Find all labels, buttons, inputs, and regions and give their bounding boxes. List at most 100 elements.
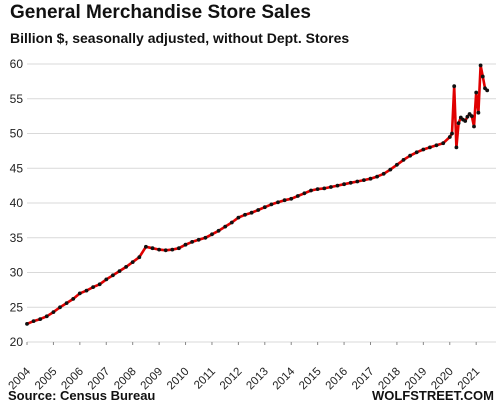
- data-point: [196, 237, 201, 242]
- data-point: [469, 114, 474, 118]
- data-point: [170, 247, 175, 252]
- y-axis: 20 25 30 35 40 45 50 55 60: [10, 57, 24, 349]
- data-point: [91, 285, 95, 289]
- data-point: [130, 260, 135, 264]
- data-point: [472, 124, 476, 129]
- brand-label: WOLFSTREET.COM: [371, 388, 494, 403]
- source-note: Source: Census Bureau: [8, 388, 156, 403]
- data-point: [210, 232, 214, 237]
- data-point: [295, 194, 300, 198]
- grid-lines: [27, 63, 496, 343]
- y-tick-label: 35: [10, 231, 24, 245]
- series-layer: [25, 63, 490, 326]
- data-point: [474, 90, 479, 95]
- y-tick-label: 55: [10, 92, 24, 106]
- data-point: [51, 310, 56, 314]
- data-point: [104, 277, 109, 282]
- x-tick-label: 2012: [218, 366, 245, 393]
- data-point: [190, 240, 195, 244]
- data-point: [111, 273, 115, 278]
- x-tick-label: 2015: [297, 366, 324, 393]
- data-point: [463, 119, 468, 123]
- data-point: [476, 110, 481, 115]
- x-axis: 2004 2005 2006 2007 2008 2009 2010 2011 2012 2013…: [7, 342, 482, 393]
- data-point: [342, 182, 346, 187]
- data-point: [478, 63, 483, 68]
- data-point: [450, 131, 454, 136]
- x-tick-label: 2014: [271, 365, 298, 392]
- data-point: [434, 143, 439, 148]
- data-point: [381, 171, 386, 176]
- x-tick-label: 2010: [165, 366, 192, 393]
- data-point: [309, 188, 313, 193]
- data-point: [368, 176, 373, 181]
- data-point: [456, 121, 461, 125]
- data-point: [229, 220, 234, 225]
- data-point: [203, 235, 208, 240]
- data-point: [124, 265, 128, 269]
- data-point: [408, 153, 412, 158]
- data-point: [38, 317, 43, 321]
- data-point: [428, 145, 432, 150]
- data-point: [465, 114, 470, 119]
- x-tick-label: 2013: [244, 366, 271, 393]
- data-point: [262, 205, 267, 210]
- data-point: [223, 224, 228, 229]
- data-point: [395, 162, 399, 167]
- data-point: [183, 242, 188, 247]
- data-point: [355, 179, 360, 184]
- data-point: [454, 145, 459, 150]
- data-point: [322, 186, 327, 191]
- data-point: [216, 228, 221, 233]
- data-point: [137, 255, 142, 260]
- series-line: [26, 64, 489, 326]
- chart-title: General Merchandise Store Sales: [10, 2, 311, 23]
- data-point: [315, 187, 320, 192]
- data-point: [452, 84, 457, 89]
- data-point: [480, 74, 485, 79]
- data-point: [144, 244, 148, 249]
- data-point: [157, 247, 162, 252]
- data-point: [421, 147, 426, 152]
- data-point: [249, 210, 254, 215]
- data-point: [44, 314, 49, 319]
- data-point: [276, 200, 280, 205]
- data-point: [447, 135, 452, 139]
- data-point: [64, 301, 69, 305]
- data-point: [414, 150, 419, 155]
- y-tick-label: 20: [10, 335, 24, 349]
- y-tick-label: 45: [10, 161, 24, 175]
- data-point: [375, 174, 379, 179]
- data-point: [348, 180, 353, 185]
- data-point: [269, 202, 274, 207]
- data-point: [329, 185, 333, 189]
- data-point: [150, 246, 155, 251]
- data-point: [97, 282, 102, 287]
- data-point: [84, 288, 89, 293]
- data-point: [388, 167, 393, 172]
- data-point: [362, 178, 366, 183]
- data-point: [335, 183, 340, 188]
- data-point: [302, 191, 307, 196]
- data-point: [163, 248, 168, 253]
- y-tick-label: 40: [10, 196, 24, 210]
- y-tick-label: 50: [10, 127, 24, 141]
- y-tick-label: 30: [10, 266, 24, 280]
- data-point: [77, 291, 82, 296]
- data-point: [441, 141, 446, 146]
- data-point: [243, 212, 247, 217]
- data-point: [256, 208, 261, 212]
- y-tick-label: 25: [10, 300, 24, 314]
- data-point: [236, 215, 241, 220]
- data-point: [71, 297, 76, 301]
- data-point: [58, 305, 62, 310]
- x-tick-label: 2011: [192, 366, 218, 392]
- data-point: [25, 322, 29, 326]
- chart-subtitle: Billion $, seasonally adjusted, without …: [10, 30, 350, 46]
- data-point: [401, 158, 406, 162]
- data-point: [117, 269, 122, 273]
- y-tick-label: 60: [10, 57, 24, 71]
- data-point: [31, 319, 36, 323]
- data-point: [282, 198, 287, 203]
